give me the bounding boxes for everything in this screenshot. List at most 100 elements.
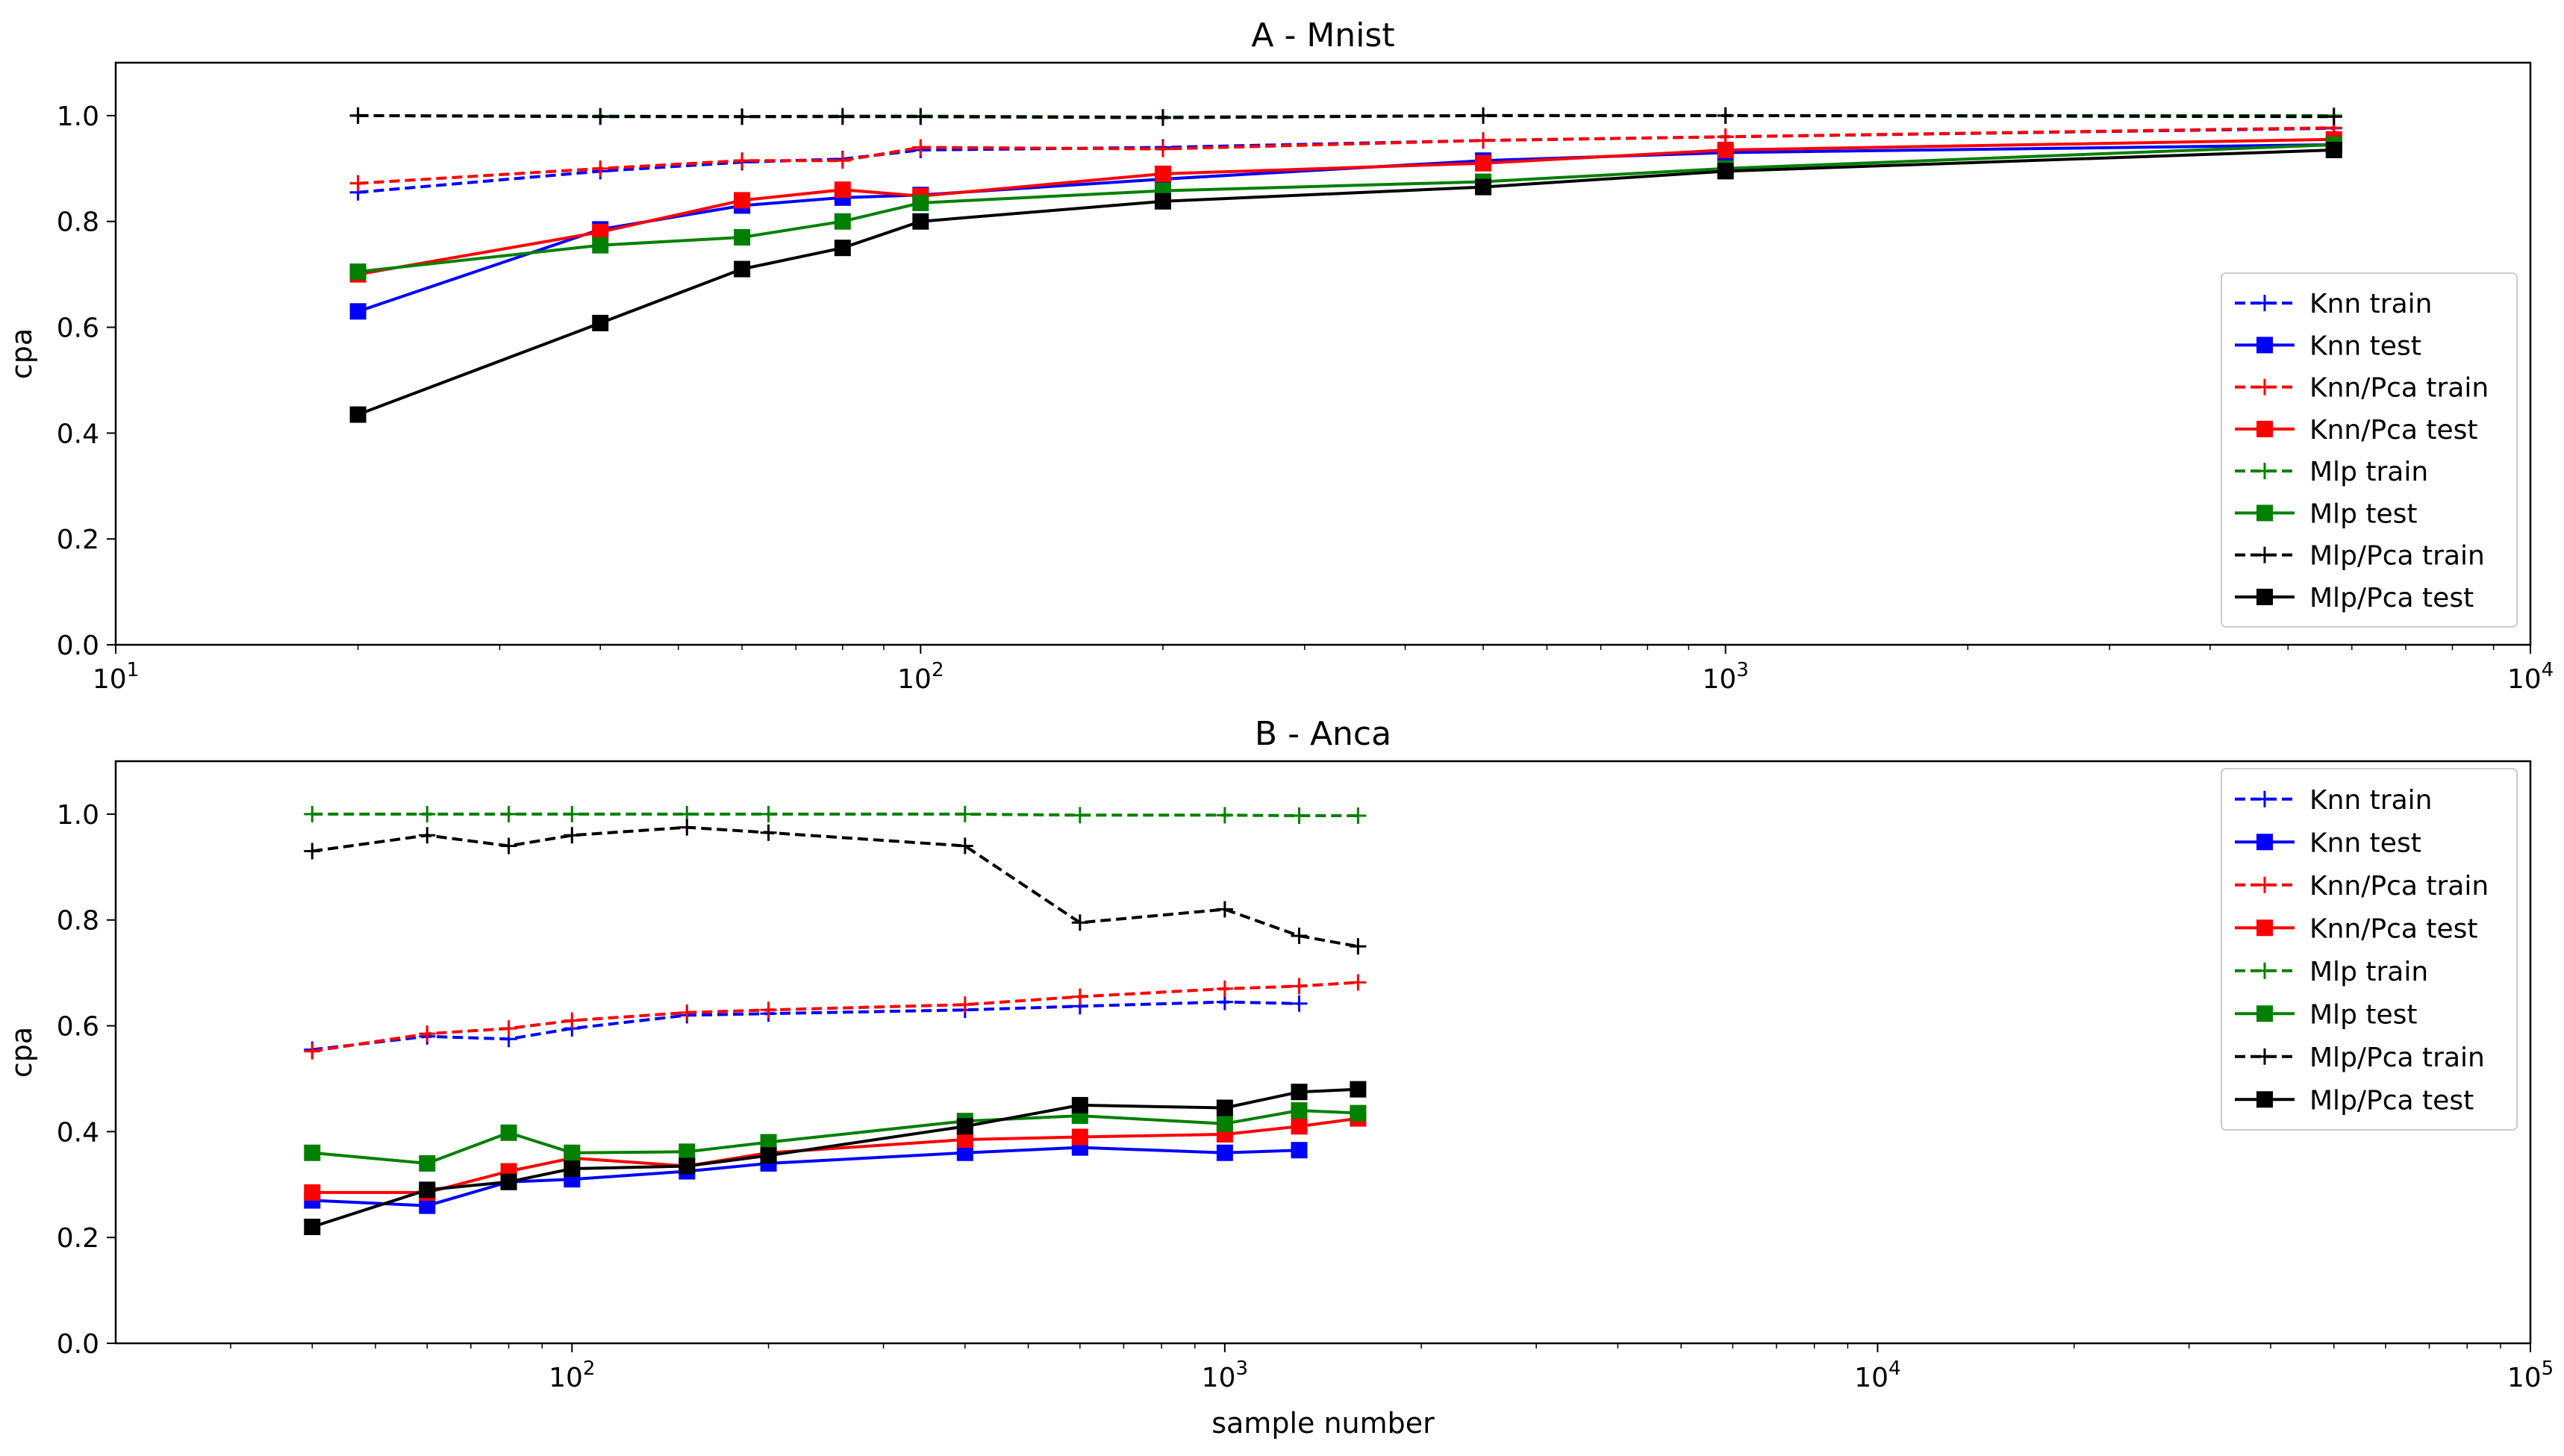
data-point — [419, 827, 436, 844]
legend-marker — [2256, 378, 2273, 396]
legend-marker — [2256, 504, 2273, 522]
data-point — [1154, 109, 1171, 126]
data-point — [304, 1144, 321, 1161]
data-point — [912, 194, 929, 211]
legend-marker — [2256, 834, 2273, 851]
data-point — [1291, 1084, 1308, 1101]
data-point — [304, 805, 321, 822]
data-point — [760, 805, 777, 822]
legend-item: Knn train — [2235, 785, 2432, 816]
legend-label: Knn test — [2309, 331, 2421, 361]
data-point — [419, 1197, 436, 1214]
axes-frame — [114, 61, 2532, 646]
data-point — [1071, 914, 1088, 931]
series-knn-pca-train — [304, 974, 1367, 1060]
data-point — [1071, 807, 1088, 824]
data-point — [834, 240, 851, 257]
data-point — [304, 843, 321, 860]
data-point — [834, 152, 851, 169]
legend-label: Mlp test — [2309, 999, 2418, 1030]
x-tick-label: 104 — [2507, 659, 2554, 695]
data-point — [734, 260, 751, 278]
x-tick-base: 10 — [2507, 664, 2542, 695]
legend-box — [2221, 272, 2518, 628]
data-point — [1350, 938, 1367, 955]
data-point — [349, 303, 366, 320]
data-point — [760, 1134, 777, 1151]
x-tick-exponent: 3 — [1736, 659, 1749, 681]
series-mlp-pca-test — [304, 1081, 1367, 1235]
data-point — [1154, 140, 1171, 157]
legend-label: Mlp/Pca train — [2309, 1043, 2485, 1073]
y-tick-label: 0.8 — [57, 207, 99, 238]
legend-label: Mlp/Pca train — [2309, 541, 2485, 572]
y-axis-label: cpa — [5, 328, 38, 379]
data-point — [679, 1143, 696, 1160]
data-point — [912, 108, 929, 125]
legend-marker — [2256, 1091, 2273, 1108]
data-point — [1717, 163, 1734, 180]
data-point — [1350, 1081, 1367, 1098]
legend-label: Knn/Pca train — [2309, 373, 2489, 404]
legend: Knn train Knn test Knn/Pca train Knn/Pca te… — [2221, 768, 2518, 1131]
data-point — [679, 1157, 696, 1175]
legend-label: Knn train — [2309, 785, 2432, 816]
series-mlp-test — [304, 1102, 1367, 1172]
plot-area — [304, 805, 1367, 1235]
x-tick-label: 102 — [549, 1357, 595, 1393]
x-tick-exponent: 4 — [2542, 659, 2554, 681]
x-tick-exponent: 4 — [1888, 1357, 1901, 1380]
data-point — [956, 996, 973, 1013]
x-tick-label: 105 — [2507, 1357, 2554, 1393]
data-point — [760, 1147, 777, 1164]
legend-item: Mlp/Pca test — [2235, 583, 2474, 613]
data-point — [592, 314, 609, 331]
y-tick-label: 0.2 — [57, 525, 99, 555]
data-point — [1475, 107, 1492, 124]
data-point — [1291, 995, 1308, 1012]
series-mlp-pca-train — [349, 107, 2342, 126]
x-tick-base: 10 — [897, 664, 932, 695]
x-tick-base: 10 — [549, 1363, 583, 1393]
data-point — [1350, 1105, 1367, 1122]
data-point — [1350, 807, 1367, 825]
data-point — [834, 108, 851, 125]
x-tick-exponent: 5 — [2542, 1357, 2554, 1380]
data-point — [956, 805, 973, 822]
data-point — [500, 1124, 517, 1141]
data-point — [2325, 142, 2342, 158]
series-mlp-pca-train — [304, 819, 1367, 955]
legend-marker — [2256, 1005, 2273, 1022]
legend-item: Mlp/Pca test — [2235, 1085, 2474, 1116]
plot-area — [349, 107, 2342, 423]
data-point — [564, 1160, 581, 1177]
data-point — [1717, 142, 1734, 158]
data-point — [564, 1144, 581, 1161]
y-tick-label: 0.6 — [57, 1012, 99, 1043]
data-point — [679, 1004, 696, 1021]
data-point — [1291, 978, 1308, 995]
legend-item: Knn test — [2235, 828, 2421, 858]
data-point — [349, 406, 366, 423]
data-point — [1071, 1096, 1088, 1113]
data-point — [734, 108, 751, 125]
chart-title: A - Mnist — [1251, 16, 1394, 54]
data-point — [564, 1012, 581, 1029]
data-point — [956, 1118, 973, 1135]
x-tick-label: 103 — [1702, 659, 1748, 695]
y-tick-label: 1.0 — [57, 101, 99, 132]
x-tick-exponent: 3 — [1235, 1357, 1248, 1380]
y-tick-label: 0.8 — [57, 906, 99, 937]
legend-marker — [2256, 1048, 2273, 1065]
data-point — [1216, 1099, 1233, 1116]
y-tick-label: 0.0 — [57, 631, 99, 661]
legend-item: Knn/Pca test — [2235, 415, 2478, 446]
data-point — [419, 1155, 436, 1172]
y-tick-label: 0.0 — [57, 1329, 99, 1360]
legend-marker — [2256, 420, 2273, 437]
legend-item: Knn/Pca train — [2235, 871, 2489, 902]
data-point — [304, 1184, 321, 1201]
series-mlp-pca-test — [349, 142, 2342, 423]
